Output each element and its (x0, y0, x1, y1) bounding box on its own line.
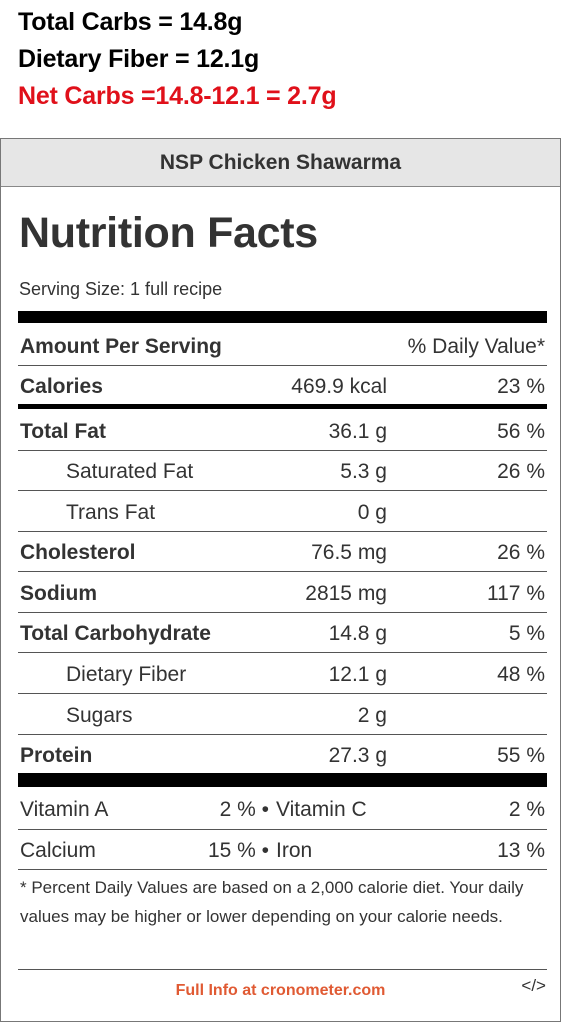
nutrient-name: Saturated Fat (66, 460, 194, 483)
vitamin-value: 15 % • (207, 839, 269, 862)
divider (18, 365, 547, 366)
divider (18, 969, 547, 970)
nutrient-row: Total Fat 36.1 g 56 % (18, 410, 547, 450)
nutrient-row: Sodium 2815 mg 117 % (18, 572, 547, 612)
divider (18, 490, 547, 491)
divider (18, 693, 547, 694)
nutrient-amount: 2815 mg (305, 582, 387, 605)
nutrient-dv: 55 % (497, 744, 545, 767)
nutrient-amount: 12.1 g (328, 663, 387, 686)
nutrient-amount: 2 g (357, 704, 387, 727)
amount-per-serving-label: Amount Per Serving (20, 335, 222, 358)
annotation-total-carbs: Total Carbs = 14.8g (18, 8, 243, 36)
divider (18, 450, 547, 451)
nutrient-name: Trans Fat (66, 501, 156, 524)
nutrient-row: Saturated Fat 5.3 g 26 % (18, 450, 547, 490)
nutrient-dv: 117 % (487, 582, 545, 605)
thick-divider (18, 311, 547, 323)
embed-code-icon[interactable]: </> (521, 976, 546, 995)
vitamin-value: 13 % (497, 839, 545, 862)
nutrient-name: Cholesterol (20, 541, 136, 564)
divider (18, 571, 547, 572)
nutrient-amount: 5.3 g (340, 460, 387, 483)
calories-dv: 23 % (497, 375, 545, 398)
divider (18, 734, 547, 735)
divider (18, 612, 547, 613)
vitamin-row: Calcium 15 % • Iron 13 % (18, 830, 547, 870)
vitamin-label: Vitamin A (20, 798, 109, 821)
nutrient-row: Dietary Fiber 12.1 g 48 % (18, 653, 547, 693)
recipe-name-header: NSP Chicken Shawarma (1, 139, 560, 187)
full-info-link[interactable]: Full Info at cronometer.com (175, 982, 386, 999)
daily-value-header: % Daily Value* (407, 335, 545, 358)
medium-divider (18, 404, 547, 409)
nutrient-row: Total Carbohydrate 14.8 g 5 % (18, 612, 547, 652)
divider (18, 652, 547, 653)
nutrient-name: Sodium (20, 582, 97, 605)
nutrient-amount: 14.8 g (328, 622, 387, 645)
nutrient-name: Sugars (66, 704, 133, 727)
nutrient-amount: 27.3 g (328, 744, 387, 767)
calories-row: Calories 469.9 kcal 23 % (18, 365, 547, 405)
nutrient-row: Protein 27.3 g 55 % (18, 734, 547, 774)
divider (18, 829, 547, 830)
nutrient-row: Cholesterol 76.5 mg 26 % (18, 531, 547, 571)
nutrition-label-card: NSP Chicken Shawarma Nutrition Facts Ser… (0, 138, 561, 1022)
nutrient-amount: 36.1 g (328, 420, 387, 443)
vitamin-label: Calcium (20, 839, 96, 862)
serving-size: Serving Size: 1 full recipe (19, 279, 223, 299)
nutrient-amount: 76.5 mg (311, 541, 387, 564)
nutrient-dv: 5 % (508, 622, 545, 645)
amount-header-row: Amount Per Serving % Daily Value* (18, 325, 547, 365)
nutrient-row: Sugars 2 g (18, 694, 547, 734)
annotation-dietary-fiber: Dietary Fiber = 12.1g (18, 45, 260, 73)
nutrient-row: Trans Fat 0 g (18, 491, 547, 531)
nutrition-facts-title: Nutrition Facts (19, 209, 318, 257)
thick-divider (18, 773, 547, 787)
nutrient-amount: 0 g (357, 501, 387, 524)
nutrient-name: Dietary Fiber (66, 663, 187, 686)
vitamin-row: Vitamin A 2 % • Vitamin C 2 % (18, 789, 547, 829)
vitamin-value: 2 % • (219, 798, 269, 821)
nutrient-name: Protein (20, 744, 93, 767)
annotation-net-carbs: Net Carbs =14.8-12.1 = 2.7g (18, 82, 337, 110)
calories-amount: 469.9 kcal (291, 375, 387, 398)
nutrient-name: Total Carbohydrate (20, 622, 211, 645)
nutrient-dv: 26 % (497, 460, 545, 483)
divider (18, 869, 547, 870)
nutrient-dv: 48 % (497, 663, 545, 686)
calories-label: Calories (20, 375, 103, 398)
divider (18, 531, 547, 532)
nutrient-dv: 56 % (497, 420, 545, 443)
vitamin-value: 2 % (508, 798, 545, 821)
nutrient-name: Total Fat (20, 420, 106, 443)
daily-value-footnote: * Percent Daily Values are based on a 2,… (20, 878, 524, 926)
vitamin-label: Iron (276, 839, 313, 862)
vitamin-label: Vitamin C (276, 798, 367, 821)
nutrient-dv: 26 % (497, 541, 545, 564)
